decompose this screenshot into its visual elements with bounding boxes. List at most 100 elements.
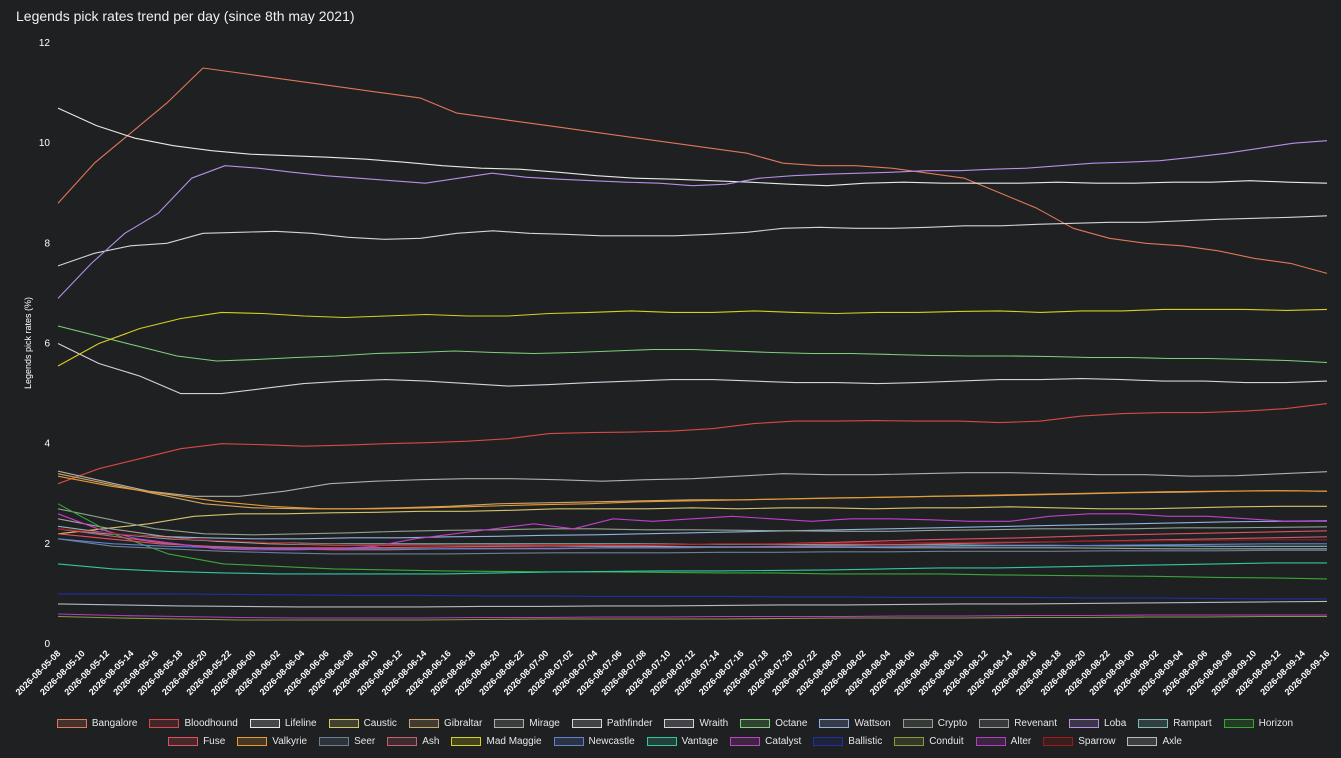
legend-label: Wraith [699, 717, 729, 729]
legend-swatch [451, 736, 482, 746]
legend-item-wattson[interactable]: Wattson [819, 716, 891, 730]
series-line-wattson [57, 520, 1328, 540]
legend-label: Newcastle [588, 735, 635, 747]
legend-swatch [319, 736, 350, 746]
legend-swatch [408, 718, 439, 728]
x-tick-label: 2026-08-09-16 [1283, 648, 1332, 697]
legend-item-seer[interactable]: Seer [319, 734, 375, 748]
series-line-bloodhound [57, 403, 1328, 485]
legend-item-crypto[interactable]: Crypto [902, 716, 968, 730]
y-tick-label: 0 [44, 639, 50, 650]
series-line-pathfinder [57, 215, 1328, 267]
series-line-horizon [57, 503, 1328, 580]
series-line-lifeline [57, 107, 1328, 187]
legend-item-horizon[interactable]: Horizon [1223, 716, 1294, 730]
legend-label: Seer [354, 735, 376, 747]
y-axis-ticks: 0 2 4 6 8 10 12 [39, 38, 51, 650]
legend-item-rampart[interactable]: Rampart [1138, 716, 1212, 730]
series-line-loba [57, 140, 1328, 299]
legend-label: Crypto [937, 717, 968, 729]
chart-legend: Bangalore Bloodhound Lifeline Caustic Gibral… [30, 716, 1320, 748]
legend-label: Pathfinder [606, 717, 653, 729]
legend-swatch [56, 718, 87, 728]
legend-label: Ash [422, 735, 440, 747]
legend-item-ballistic[interactable]: Ballistic [813, 734, 882, 748]
series-lines [57, 67, 1328, 621]
legend-label: Wattson [854, 717, 891, 729]
legend-swatch [740, 718, 771, 728]
legend-label: Catalyst [765, 735, 802, 747]
legend-item-conduit[interactable]: Conduit [894, 734, 964, 748]
legend-item-bangalore[interactable]: Bangalore [56, 716, 138, 730]
legend-swatch [328, 718, 359, 728]
legend-item-newcastle[interactable]: Newcastle [553, 734, 635, 748]
legend-item-loba[interactable]: Loba [1069, 716, 1126, 730]
legend-item-alter[interactable]: Alter [975, 734, 1032, 748]
legend-item-valkyrie[interactable]: Valkyrie [237, 734, 307, 748]
series-line-crypto [57, 508, 1328, 536]
legend-label: Conduit [929, 735, 964, 747]
y-tick-label: 6 [44, 339, 50, 350]
legend-swatch [902, 718, 933, 728]
legend-swatch [571, 718, 602, 728]
legend-label: Mirage [529, 717, 560, 729]
legend-item-mirage[interactable]: Mirage [494, 716, 560, 730]
legend-item-axle[interactable]: Axle [1127, 734, 1182, 748]
series-line-caustic [57, 505, 1327, 535]
legend-item-mad-maggie[interactable]: Mad Maggie [451, 734, 542, 748]
legend-item-octane[interactable]: Octane [740, 716, 807, 730]
series-line-catalyst [57, 513, 1327, 551]
legend-label: Mad Maggie [486, 735, 542, 747]
legend-swatch [730, 736, 761, 746]
legend-label: Rampart [1173, 717, 1212, 729]
y-tick-label: 10 [39, 138, 51, 149]
legend-label: Gibraltar [443, 717, 483, 729]
legend-item-catalyst[interactable]: Catalyst [730, 734, 801, 748]
legend-item-revenant[interactable]: Revenant [979, 716, 1057, 730]
legend-swatch [1127, 736, 1158, 746]
y-tick-label: 2 [44, 539, 50, 550]
legend-item-ash[interactable]: Ash [387, 734, 439, 748]
series-line-valkyrie [57, 475, 1328, 510]
legend-label: Sparrow [1078, 735, 1116, 747]
x-axis-ticks: 2026-08-05-082026-08-05-102026-08-05-122… [14, 648, 1332, 697]
legend-swatch [494, 718, 525, 728]
legend-swatch [894, 736, 925, 746]
series-line-seer [57, 538, 1327, 555]
legend-item-vantage[interactable]: Vantage [646, 734, 718, 748]
series-line-ballistic [58, 593, 1327, 600]
legend-swatch [1223, 718, 1254, 728]
legend-label: Bloodhound [184, 717, 238, 729]
series-line-revenant [57, 518, 1327, 550]
legend-label: Caustic [363, 717, 397, 729]
series-line-newcastle [57, 538, 1327, 550]
legend-item-sparrow[interactable]: Sparrow [1043, 734, 1115, 748]
series-line-conduit [57, 615, 1327, 621]
legend-item-pathfinder[interactable]: Pathfinder [571, 716, 653, 730]
legend-item-lifeline[interactable]: Lifeline [249, 716, 317, 730]
series-line-mad-maggie [57, 308, 1328, 367]
legend-label: Lifeline [284, 717, 317, 729]
legend-swatch [646, 736, 677, 746]
series-line-wraith [57, 343, 1328, 395]
legend-swatch [975, 736, 1006, 746]
legend-label: Bangalore [91, 717, 138, 729]
legend-label: Horizon [1258, 717, 1294, 729]
legend-swatch [819, 718, 850, 728]
legend-swatch [149, 718, 180, 728]
legend-label: Octane [775, 717, 808, 729]
legend-item-fuse[interactable]: Fuse [168, 734, 225, 748]
legend-item-wraith[interactable]: Wraith [664, 716, 728, 730]
legend-item-caustic[interactable]: Caustic [328, 716, 397, 730]
legend-label: Alter [1010, 735, 1032, 747]
series-line-bangalore [57, 67, 1328, 274]
legend-swatch [237, 736, 268, 746]
legend-label: Valkyrie [272, 735, 308, 747]
legend-label: Revenant [1014, 717, 1058, 729]
legend-item-gibraltar[interactable]: Gibraltar [408, 716, 483, 730]
legend-swatch [813, 736, 844, 746]
chart-area: Legends pick rates (%) 0 2 4 6 8 10 12 2026-08… [14, 38, 1332, 697]
y-tick-label: 12 [39, 38, 51, 49]
legend-item-bloodhound[interactable]: Bloodhound [149, 716, 238, 730]
legend-swatch [553, 736, 584, 746]
